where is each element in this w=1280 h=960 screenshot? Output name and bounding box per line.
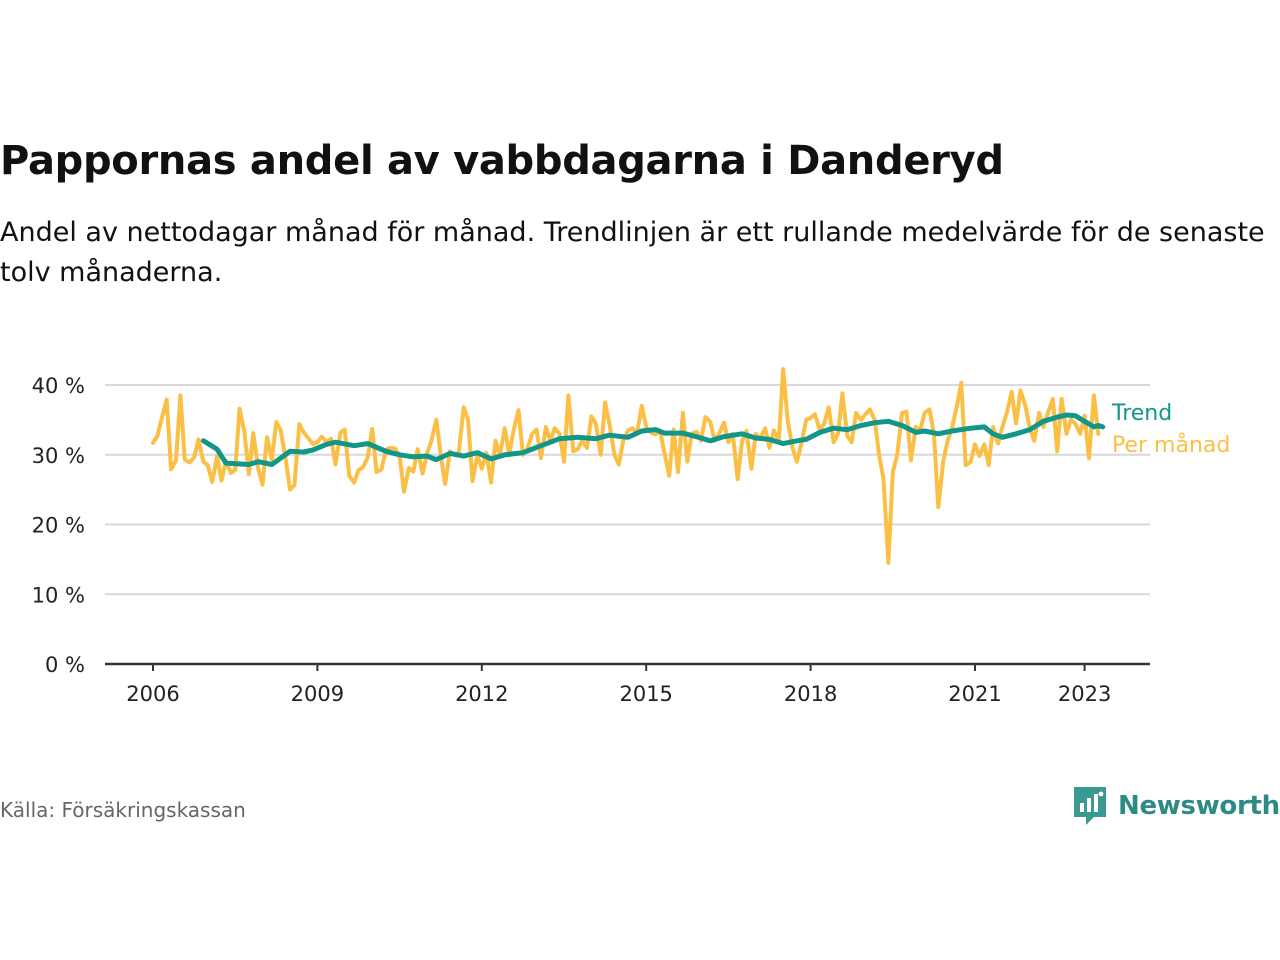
x-tick-label: 2018: [784, 682, 837, 706]
x-tick-label: 2012: [455, 682, 508, 706]
x-tick-label: 2023: [1058, 682, 1111, 706]
brand-logo[interactable]: Newsworthy: [1072, 785, 1280, 827]
source-note: Källa: Försäkringskassan: [0, 798, 246, 822]
x-tick-label: 2015: [619, 682, 672, 706]
y-tick-label: 30 %: [32, 444, 85, 468]
series-lines: [151, 367, 1106, 565]
y-tick-label: 20 %: [32, 514, 85, 538]
series-line-trend: [200, 412, 1106, 467]
x-axis: 2006 2009 2012 2015 2018 2021 2023: [105, 662, 1150, 706]
chart-subtitle: Andel av nettodagar månad för månad. Tre…: [0, 217, 1265, 288]
x-tick-label: 2006: [126, 682, 179, 706]
grid-lines: [105, 384, 1150, 596]
series-line-per-manad: [151, 367, 1101, 565]
x-tick-label: 2009: [291, 682, 344, 706]
y-tick-label: 0 %: [45, 653, 85, 677]
brand-name: Newsworthy: [1118, 791, 1280, 821]
series-label-trend: Trend: [1111, 401, 1172, 426]
series-labels: Trend Per månad: [1111, 401, 1230, 458]
x-tick-label: 2021: [948, 682, 1001, 706]
y-tick-label: 40 %: [32, 374, 85, 398]
y-axis-tick-labels: 0 % 10 % 20 % 30 % 40 %: [32, 374, 85, 677]
newsworthy-logo-icon: [1074, 787, 1106, 825]
series-label-per-manad: Per månad: [1112, 432, 1230, 458]
y-tick-label: 10 %: [32, 583, 85, 607]
chart-title: Pappornas andel av vabbdagarna i Dandery…: [0, 138, 1004, 184]
